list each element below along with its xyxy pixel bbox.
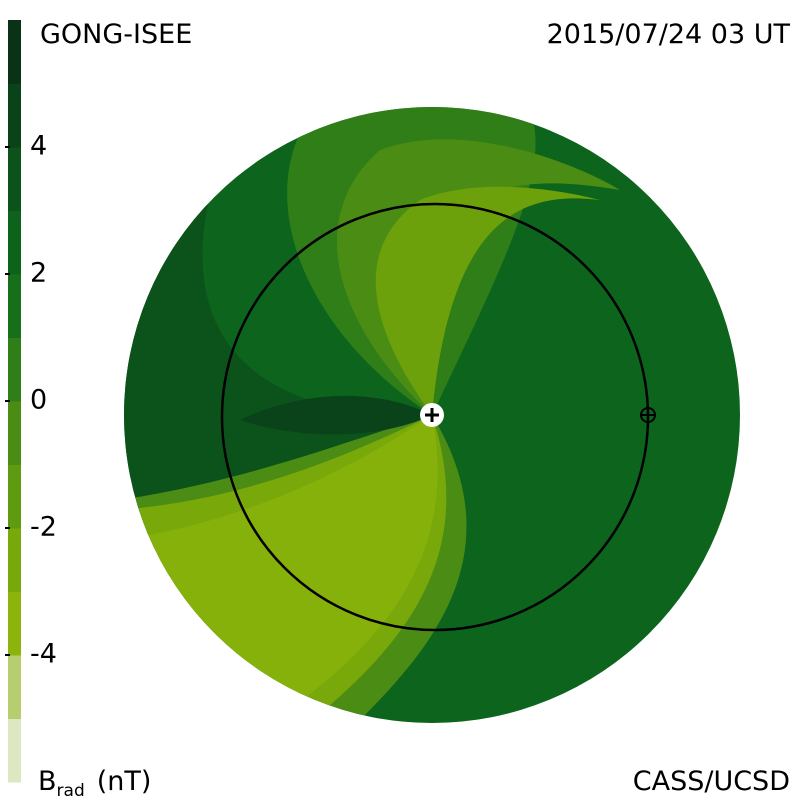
colorbar-tick-label: -4 — [30, 639, 57, 670]
colorbar-tick-label: -2 — [30, 512, 57, 543]
colorbar-label-sub: rad — [57, 781, 85, 800]
colorbar-band — [8, 718, 21, 783]
colorbar-band — [8, 274, 21, 338]
colorbar-tick-label: 4 — [30, 131, 47, 162]
colorbar-label-unit: (nT) — [97, 766, 152, 797]
colorbar-band — [8, 528, 21, 592]
colorbar-band — [8, 210, 21, 275]
solar-wind-map — [124, 107, 740, 723]
map-region — [375, 186, 600, 415]
colorbar-label: Brad (nT) — [38, 766, 151, 800]
colorbar-band — [8, 401, 21, 465]
credit-label: CASS/UCSD — [633, 766, 790, 797]
earth-symbol — [641, 408, 655, 422]
map-region — [240, 395, 432, 435]
chart-title: GONG-ISEE — [40, 19, 192, 50]
colorbar-band — [8, 464, 21, 529]
date-label: 2015/07/24 03 UT — [547, 19, 791, 50]
colorbar-band — [8, 337, 21, 402]
colorbar-tick-label: 0 — [30, 385, 47, 416]
sun-symbol — [425, 408, 439, 422]
colorbar-band — [8, 655, 21, 719]
colorbar-band — [8, 147, 21, 211]
colorbar-band — [8, 20, 21, 84]
colorbar-band — [8, 83, 21, 148]
colorbar-band — [8, 591, 21, 656]
colorbar-label-main: B — [38, 766, 57, 797]
colorbar-tick-label: 2 — [30, 258, 47, 289]
